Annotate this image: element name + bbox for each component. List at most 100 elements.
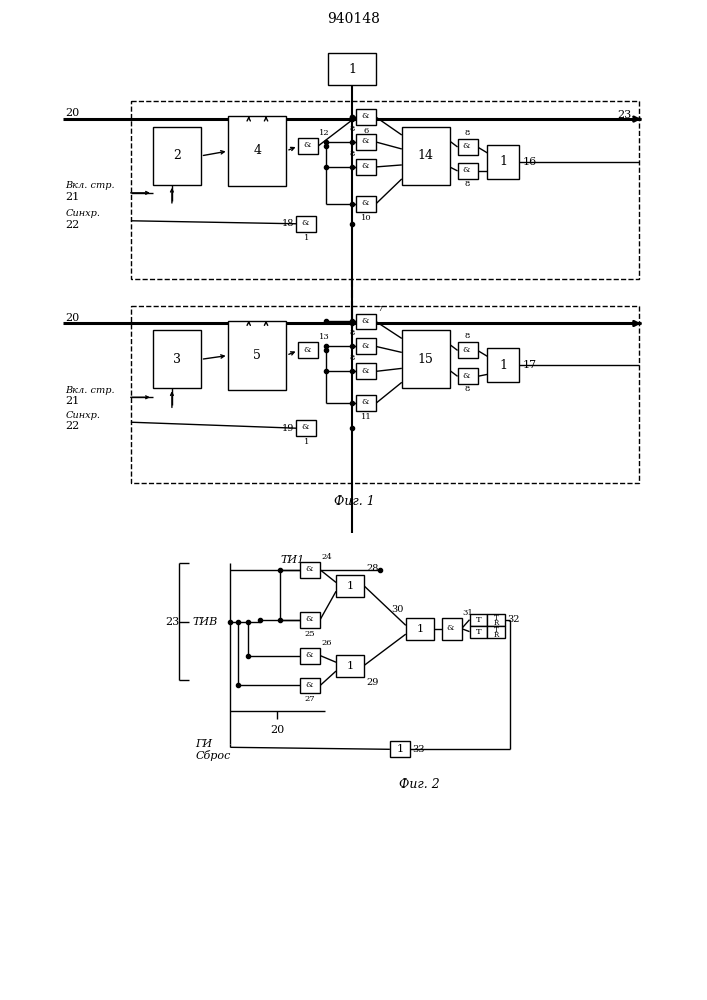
Bar	[457, 163, 477, 179]
Text: 28: 28	[366, 564, 378, 573]
Bar	[356, 109, 376, 125]
Bar	[336, 575, 364, 597]
Text: 26: 26	[321, 639, 332, 647]
Bar	[390, 741, 410, 757]
Bar	[300, 678, 320, 693]
Text: Синхр.: Синхр.	[65, 411, 100, 420]
Text: 14: 14	[418, 149, 433, 162]
Bar	[300, 562, 320, 578]
Bar	[356, 134, 376, 150]
Bar	[131, 306, 639, 483]
Text: 940148: 940148	[327, 12, 380, 26]
Bar	[457, 139, 477, 155]
Text: Вкл. стр.: Вкл. стр.	[65, 181, 115, 190]
Text: &: &	[361, 342, 369, 350]
Text: 2: 2	[173, 149, 180, 162]
Text: &: &	[301, 423, 309, 431]
Text: &: &	[463, 372, 470, 380]
Bar	[402, 127, 450, 185]
Text: &: &	[361, 317, 369, 325]
Text: ТИВ: ТИВ	[192, 617, 218, 627]
Text: 29: 29	[366, 678, 378, 687]
Bar	[228, 320, 286, 390]
Bar	[356, 338, 376, 354]
Text: Вкл. стр.: Вкл. стр.	[65, 386, 115, 395]
Bar	[356, 196, 376, 212]
Text: 8: 8	[350, 354, 355, 362]
Text: 1: 1	[396, 744, 404, 754]
Text: 7: 7	[377, 305, 382, 313]
Bar	[298, 342, 318, 358]
Text: 31: 31	[462, 609, 473, 617]
Text: 33: 33	[411, 745, 424, 754]
Text: 21: 21	[65, 396, 79, 406]
Text: 1: 1	[346, 661, 354, 671]
Text: ТИ1: ТИ1	[280, 555, 305, 565]
Bar	[296, 420, 316, 436]
Text: 1: 1	[303, 234, 309, 242]
Text: &: &	[301, 219, 309, 227]
Text: 18: 18	[282, 219, 294, 228]
Text: 8: 8	[465, 180, 470, 188]
Text: T: T	[494, 626, 499, 634]
Bar	[457, 368, 477, 384]
Bar	[487, 145, 520, 179]
Text: 24: 24	[321, 553, 332, 561]
Text: 8: 8	[465, 332, 470, 340]
Bar	[131, 101, 639, 279]
Bar	[296, 216, 316, 232]
Text: 1: 1	[346, 581, 354, 591]
Text: 22: 22	[65, 421, 79, 431]
Text: &: &	[361, 137, 369, 145]
Bar	[406, 618, 433, 640]
Text: 13: 13	[319, 333, 330, 341]
Text: &: &	[305, 615, 313, 623]
Text: 32: 32	[508, 615, 520, 624]
Text: 30: 30	[392, 605, 404, 614]
Text: &: &	[305, 681, 313, 689]
Text: 17: 17	[522, 360, 537, 370]
Bar	[356, 363, 376, 379]
Text: &: &	[303, 141, 311, 149]
Text: 20: 20	[65, 108, 79, 118]
Text: 11: 11	[361, 413, 371, 421]
Text: T: T	[476, 628, 481, 636]
Text: 20: 20	[65, 313, 79, 323]
Text: ГИ: ГИ	[196, 739, 213, 749]
Text: 27: 27	[305, 695, 315, 703]
Text: &: &	[361, 199, 369, 207]
Text: Сброс: Сброс	[196, 750, 231, 761]
Text: T: T	[476, 616, 481, 624]
Text: 10: 10	[361, 214, 371, 222]
Bar	[328, 53, 376, 85]
Text: 1: 1	[499, 155, 508, 168]
Text: Фиг. 1: Фиг. 1	[334, 495, 375, 508]
Text: Синхр.: Синхр.	[65, 209, 100, 218]
Text: 1: 1	[499, 359, 508, 372]
Text: 16: 16	[522, 157, 537, 167]
Text: &: &	[303, 346, 311, 354]
Text: 1: 1	[348, 63, 356, 76]
Text: &: &	[361, 162, 369, 170]
Bar	[356, 159, 376, 175]
Text: 12: 12	[319, 129, 329, 137]
Text: &: &	[305, 565, 313, 573]
Text: 25: 25	[305, 630, 315, 638]
Text: 20: 20	[270, 725, 284, 735]
Bar	[487, 626, 506, 638]
Text: &: &	[447, 624, 455, 632]
Bar	[300, 612, 320, 628]
Text: 23: 23	[617, 110, 631, 120]
Text: &: &	[463, 346, 470, 354]
Bar	[469, 614, 487, 626]
Text: &: &	[361, 112, 369, 120]
Text: 23: 23	[165, 617, 180, 627]
Text: 8: 8	[350, 150, 355, 158]
Bar	[402, 330, 450, 388]
Text: 3: 3	[173, 353, 181, 366]
Text: &: &	[305, 651, 313, 659]
Text: 6: 6	[363, 127, 368, 135]
Text: 1: 1	[303, 438, 309, 446]
Text: T: T	[494, 614, 499, 622]
Bar	[153, 330, 201, 388]
